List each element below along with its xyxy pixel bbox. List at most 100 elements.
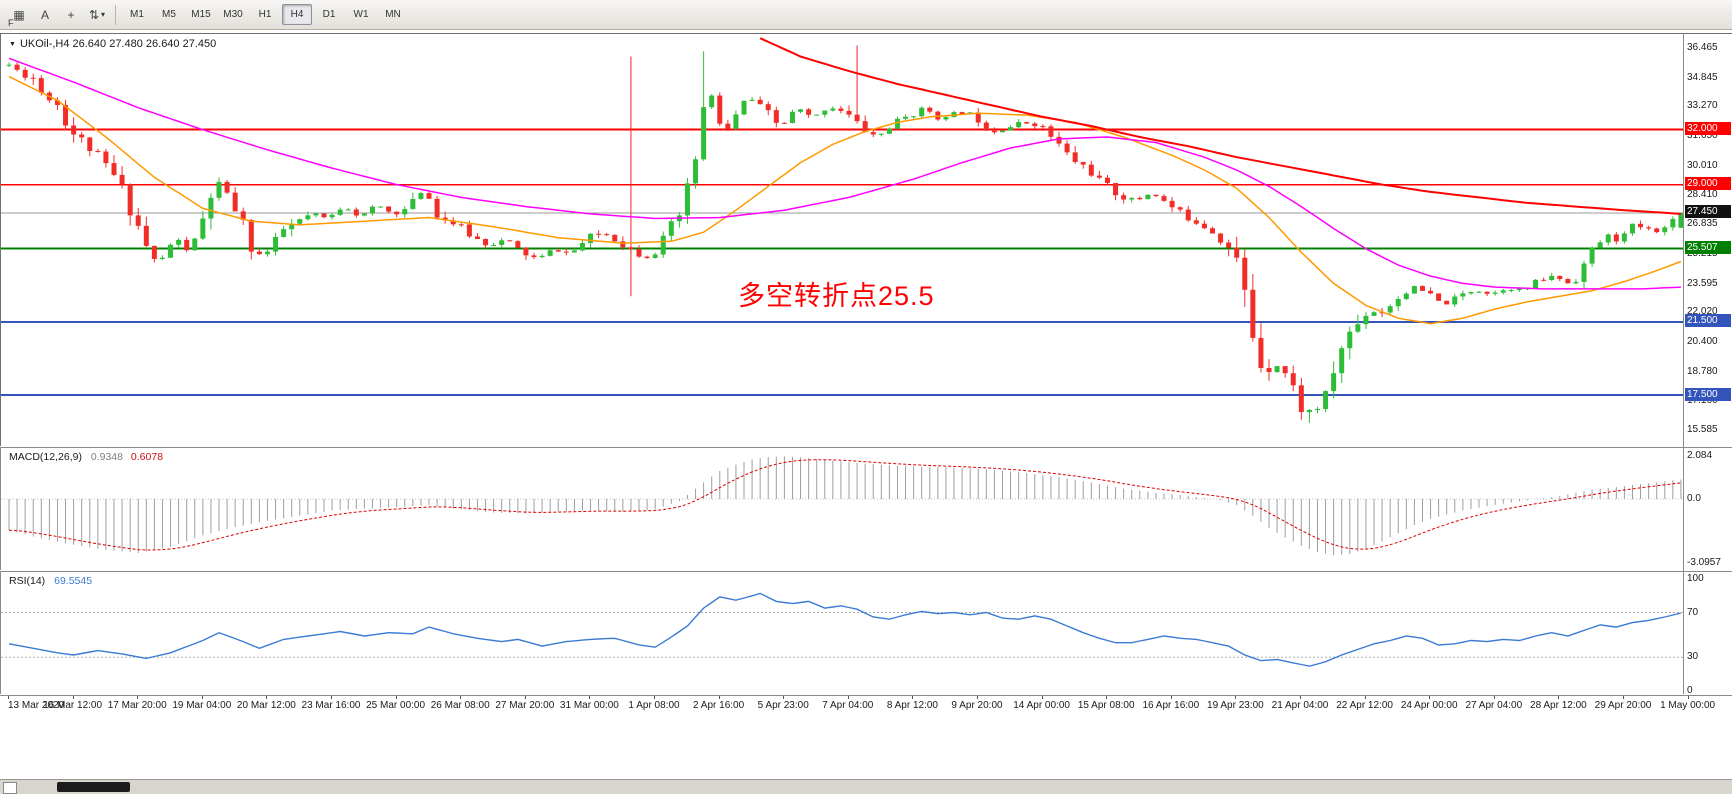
time-axis[interactable]: 13 Mar 2020 16 Mar 12:00 17 Mar 20:00 19 Ma… [0,695,1732,715]
time-label: 15 Apr 08:00 [1077,700,1135,711]
timeframe-mn[interactable]: MN [385,9,401,20]
chart-type-icon[interactable]: ▦ [13,7,25,22]
macd-chart-canvas[interactable] [1,448,1684,571]
time-tick [1558,696,1560,699]
time-label: 27 Mar 20:00 [495,700,555,711]
macd-name: MACD(12,26,9) [9,451,82,463]
timeframe-m30[interactable]: M30 [223,9,243,20]
price-tick-label: 33.270 [1687,100,1718,112]
price-tick-label: 22.020 [1687,306,1718,318]
time-label: 22 Apr 12:00 [1336,700,1393,711]
objects-icon[interactable]: ⇅ ▾ [88,7,106,22]
timeframe-h4[interactable]: H4 [282,4,312,25]
time-tick [266,696,268,699]
macd-signal-value: 0.6078 [130,451,164,463]
time-tick [1041,696,1043,699]
price-tick-label: 23.595 [1687,277,1718,289]
time-label: 21 Apr 04:00 [1271,700,1329,711]
price-level-badge: 21.500 [1685,314,1731,328]
taskbar [0,779,1732,794]
time-label: 1 May 00:00 [1660,700,1716,711]
time-tick [331,696,332,699]
time-label: 7 Apr 04:00 [822,700,874,711]
price-tick-label: 31.650 [1687,130,1718,142]
time-label: 27 Apr 04:00 [1465,700,1523,711]
time-label: 17 Mar 20:00 [107,700,167,711]
time-tick [977,696,978,699]
rsi-panel[interactable]: RSI(14) 69.5545 [0,571,1732,694]
rsi-axis[interactable]: 100 70 30 0 [1685,571,1732,696]
macd-tick-label: 2.084 [1687,449,1713,461]
price-tick-label: 26.835 [1687,218,1718,230]
rsi-label: RSI(14) 69.5545 [9,575,92,587]
macd-axis[interactable]: 2.084 0.0 -3.0957 [1685,447,1732,570]
taskbar-icon[interactable] [3,782,17,794]
time-label: 28 Apr 12:00 [1530,700,1587,711]
time-label: 16 Apr 16:00 [1142,700,1200,711]
price-level-badge: 29.000 [1685,177,1731,191]
timeframe-w1[interactable]: W1 [353,9,369,20]
price-tick-label: 34.845 [1687,71,1718,83]
rsi-chart-canvas[interactable] [1,572,1684,695]
tool-button-group: ▦ A + ⇅ ▾ [6,4,110,26]
price-axis[interactable]: 36.465 34.845 33.270 31.650 30.010 28.410 26.8… [1685,33,1732,446]
time-tick [1170,696,1172,699]
timeframe-d1[interactable]: D1 [322,9,336,20]
price-tick-label: 17.160 [1687,395,1718,407]
chart-title: ▼ UKOil-,H4 26.640 27.480 26.640 27.450 [9,38,216,50]
time-label: 19 Mar 04:00 [172,700,232,711]
toolbar-f-label: F [8,18,14,28]
rsi-name: RSI(14) [9,575,46,587]
macd-main-value: 0.9348 [90,451,123,463]
time-label: 24 Apr 00:00 [1400,700,1458,711]
main-toolbar: ▦ A + ⇅ ▾ M1 M5 M15 M30 H1 H4 D1 W1 MN F [0,0,1732,30]
time-tick [912,696,914,699]
price-tick-label: 18.780 [1687,365,1718,377]
time-tick [8,696,9,699]
chevron-down-icon[interactable]: ▾ [101,10,106,19]
rsi-tick-label: 30 [1687,651,1699,663]
time-tick [1493,696,1495,699]
candlestick-chart-canvas[interactable] [1,34,1684,447]
chart-menu-triangle-icon[interactable]: ▼ [9,40,16,48]
time-tick [395,696,397,699]
timeframe-m5[interactable]: M5 [162,9,176,20]
time-label: 25 Mar 00:00 [366,700,426,711]
timeframe-m15[interactable]: M15 [191,9,211,20]
time-tick [1364,696,1366,699]
time-tick [654,696,655,699]
text-tool-icon[interactable]: A [40,7,49,22]
crosshair-icon[interactable]: + [67,7,75,22]
time-label: 5 Apr 23:00 [757,700,809,711]
time-label: 16 Mar 12:00 [43,700,103,711]
macd-panel[interactable]: MACD(12,26,9) 0.9348 0.6078 [0,447,1732,570]
time-label: 2 Apr 16:00 [693,700,745,711]
time-label: 1 Apr 08:00 [628,700,680,711]
time-tick [460,696,462,699]
rsi-tick-label: 100 [1687,573,1704,584]
time-label: 26 Mar 08:00 [430,700,490,711]
time-tick [1300,696,1301,699]
price-level-badge: 25.507 [1685,241,1731,255]
time-label: 13 Mar 2020 [8,700,65,711]
macd-tick-label: 0.0 [1687,493,1701,504]
time-label: 23 Mar 16:00 [301,700,361,711]
price-tick-label: 36.465 [1687,42,1718,53]
taskbar-window-button[interactable] [57,782,130,792]
price-level-badge: 27.450 [1685,205,1731,219]
macd-label: MACD(12,26,9) 0.9348 0.6078 [9,451,163,463]
time-tick [1235,696,1237,699]
time-label: 9 Apr 20:00 [951,700,1003,711]
axis-separator-line [1683,33,1684,694]
time-label: 14 Apr 00:00 [1013,700,1070,711]
time-label: 20 Mar 12:00 [236,700,296,711]
timeframe-m1[interactable]: M1 [130,9,144,20]
timeframe-group: M1 M5 M15 M30 H1 H4 D1 W1 MN [121,4,409,25]
price-level-badge: 17.500 [1685,387,1731,401]
time-label: 31 Mar 00:00 [559,700,619,711]
price-level-badge: 32.000 [1685,122,1731,136]
price-chart-panel[interactable]: ▼ UKOil-,H4 26.640 27.480 26.640 27.450 … [0,33,1732,446]
timeframe-h1[interactable]: H1 [258,9,272,20]
time-tick [1106,696,1108,699]
time-tick [847,696,849,699]
